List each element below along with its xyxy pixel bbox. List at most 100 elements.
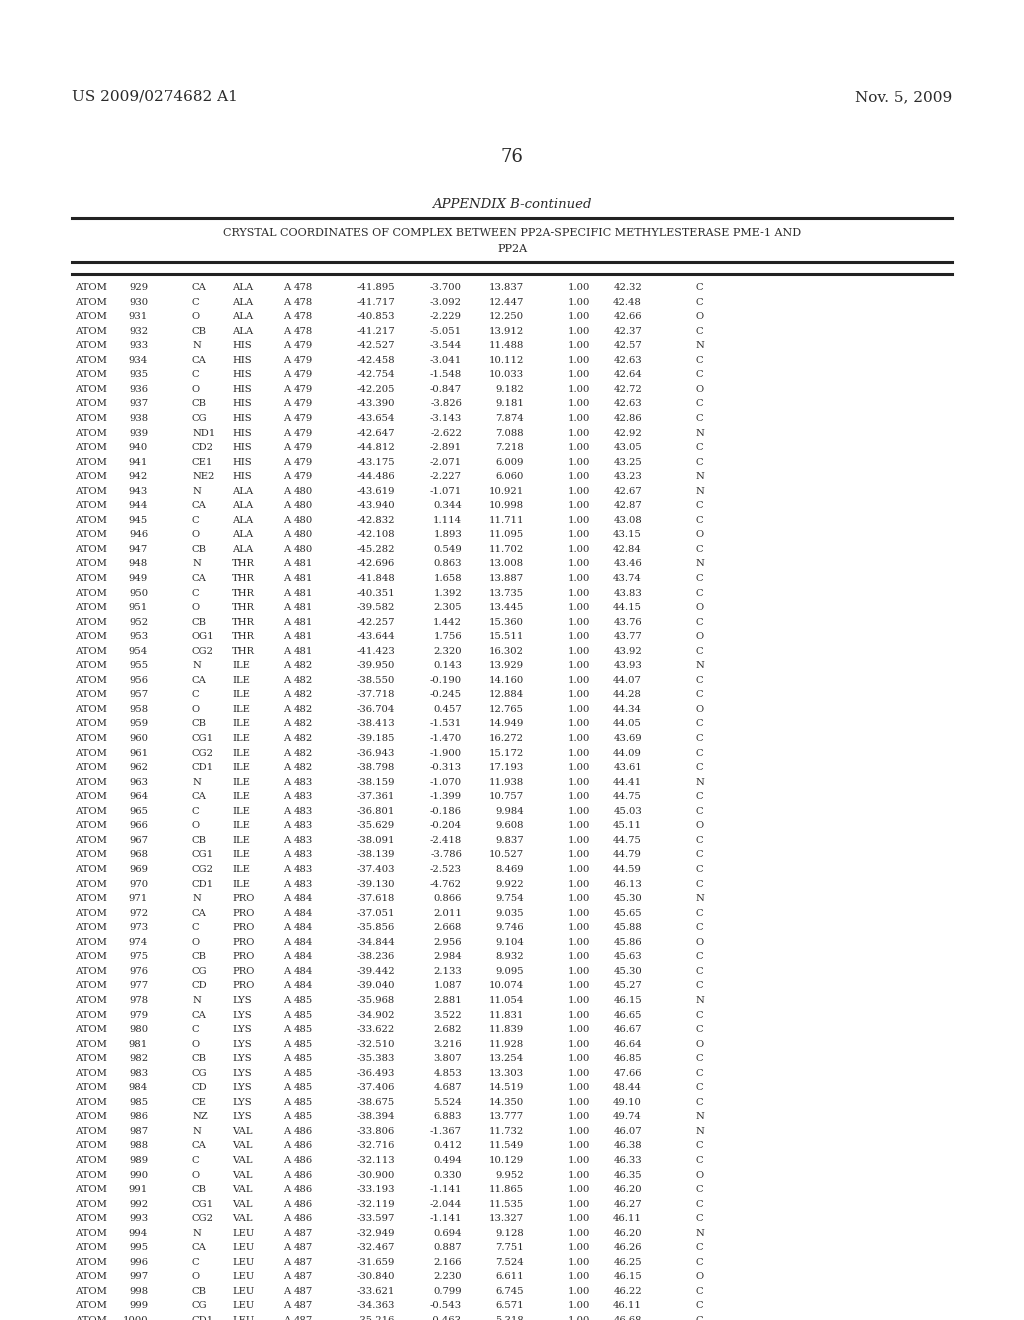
Text: CA: CA bbox=[193, 676, 207, 685]
Text: ILE: ILE bbox=[232, 748, 250, 758]
Text: C: C bbox=[695, 1069, 702, 1077]
Text: 11.535: 11.535 bbox=[488, 1200, 524, 1209]
Text: O: O bbox=[193, 603, 200, 612]
Text: 13.445: 13.445 bbox=[488, 603, 524, 612]
Text: 11.054: 11.054 bbox=[488, 997, 524, 1005]
Text: LEU: LEU bbox=[232, 1302, 254, 1311]
Text: 49.74: 49.74 bbox=[613, 1113, 642, 1122]
Text: 46.26: 46.26 bbox=[613, 1243, 642, 1253]
Text: 985: 985 bbox=[129, 1098, 148, 1106]
Text: 3.807: 3.807 bbox=[433, 1055, 462, 1063]
Text: 1.00: 1.00 bbox=[567, 385, 590, 393]
Text: -3.786: -3.786 bbox=[430, 850, 462, 859]
Text: -41.895: -41.895 bbox=[356, 282, 395, 292]
Text: N: N bbox=[695, 487, 703, 496]
Text: 46.85: 46.85 bbox=[613, 1055, 642, 1063]
Text: -43.644: -43.644 bbox=[356, 632, 395, 642]
Text: -36.801: -36.801 bbox=[356, 807, 395, 816]
Text: O: O bbox=[695, 1040, 703, 1048]
Text: -32.113: -32.113 bbox=[356, 1156, 395, 1166]
Text: CB: CB bbox=[193, 618, 207, 627]
Text: 13.912: 13.912 bbox=[488, 326, 524, 335]
Text: A: A bbox=[283, 473, 290, 482]
Text: 479: 479 bbox=[294, 444, 313, 451]
Text: A: A bbox=[283, 1055, 290, 1063]
Text: 1.00: 1.00 bbox=[567, 458, 590, 466]
Text: C: C bbox=[695, 545, 702, 554]
Text: -33.622: -33.622 bbox=[356, 1026, 395, 1034]
Text: 1.00: 1.00 bbox=[567, 1156, 590, 1166]
Text: 1.00: 1.00 bbox=[567, 574, 590, 583]
Text: 11.711: 11.711 bbox=[488, 516, 524, 525]
Text: 44.75: 44.75 bbox=[613, 836, 642, 845]
Text: A: A bbox=[283, 1127, 290, 1137]
Text: A: A bbox=[283, 516, 290, 525]
Text: 6.883: 6.883 bbox=[433, 1113, 462, 1122]
Text: 479: 479 bbox=[294, 414, 313, 422]
Text: A: A bbox=[283, 297, 290, 306]
Text: CRYSTAL COORDINATES OF COMPLEX BETWEEN PP2A-SPECIFIC METHYLESTERASE PME-1 AND: CRYSTAL COORDINATES OF COMPLEX BETWEEN P… bbox=[223, 228, 801, 238]
Text: 1.00: 1.00 bbox=[567, 748, 590, 758]
Text: 483: 483 bbox=[294, 777, 313, 787]
Text: 42.66: 42.66 bbox=[613, 312, 642, 321]
Text: -36.493: -36.493 bbox=[356, 1069, 395, 1077]
Text: 44.15: 44.15 bbox=[613, 603, 642, 612]
Text: 43.83: 43.83 bbox=[613, 589, 642, 598]
Text: -43.390: -43.390 bbox=[356, 400, 395, 408]
Text: ATOM: ATOM bbox=[75, 792, 106, 801]
Text: A: A bbox=[283, 341, 290, 350]
Text: -33.806: -33.806 bbox=[356, 1127, 395, 1137]
Text: ILE: ILE bbox=[232, 719, 250, 729]
Text: ATOM: ATOM bbox=[75, 1040, 106, 1048]
Text: 980: 980 bbox=[129, 1026, 148, 1034]
Text: 998: 998 bbox=[129, 1287, 148, 1296]
Text: CG: CG bbox=[193, 1302, 208, 1311]
Text: -37.403: -37.403 bbox=[356, 865, 395, 874]
Text: A: A bbox=[283, 1302, 290, 1311]
Text: LEU: LEU bbox=[232, 1243, 254, 1253]
Text: 478: 478 bbox=[294, 326, 313, 335]
Text: CA: CA bbox=[193, 1243, 207, 1253]
Text: C: C bbox=[193, 297, 200, 306]
Text: 46.68: 46.68 bbox=[613, 1316, 642, 1320]
Text: A: A bbox=[283, 676, 290, 685]
Text: 487: 487 bbox=[294, 1258, 313, 1267]
Text: VAL: VAL bbox=[232, 1214, 253, 1224]
Text: 984: 984 bbox=[129, 1084, 148, 1092]
Text: US 2009/0274682 A1: US 2009/0274682 A1 bbox=[72, 90, 238, 104]
Text: 1.00: 1.00 bbox=[567, 531, 590, 540]
Text: -40.351: -40.351 bbox=[356, 589, 395, 598]
Text: 478: 478 bbox=[294, 282, 313, 292]
Text: CA: CA bbox=[193, 1011, 207, 1019]
Text: N: N bbox=[695, 341, 703, 350]
Text: 481: 481 bbox=[294, 647, 313, 656]
Text: ALA: ALA bbox=[232, 282, 253, 292]
Text: 1.00: 1.00 bbox=[567, 487, 590, 496]
Text: HIS: HIS bbox=[232, 444, 252, 451]
Text: VAL: VAL bbox=[232, 1156, 253, 1166]
Text: -35.856: -35.856 bbox=[356, 923, 395, 932]
Text: ATOM: ATOM bbox=[75, 1084, 106, 1092]
Text: 940: 940 bbox=[129, 444, 148, 451]
Text: ATOM: ATOM bbox=[75, 1098, 106, 1106]
Text: A: A bbox=[283, 894, 290, 903]
Text: 46.13: 46.13 bbox=[613, 879, 642, 888]
Text: -3.700: -3.700 bbox=[430, 282, 462, 292]
Text: C: C bbox=[695, 850, 702, 859]
Text: 13.837: 13.837 bbox=[488, 282, 524, 292]
Text: CD1: CD1 bbox=[193, 1316, 214, 1320]
Text: O: O bbox=[695, 531, 703, 540]
Text: A: A bbox=[283, 545, 290, 554]
Text: -42.108: -42.108 bbox=[356, 531, 395, 540]
Text: 45.63: 45.63 bbox=[613, 952, 642, 961]
Text: 1.00: 1.00 bbox=[567, 690, 590, 700]
Text: PRO: PRO bbox=[232, 952, 254, 961]
Text: 9.181: 9.181 bbox=[496, 400, 524, 408]
Text: APPENDIX B-continued: APPENDIX B-continued bbox=[432, 198, 592, 211]
Text: 484: 484 bbox=[294, 952, 313, 961]
Text: 43.05: 43.05 bbox=[613, 444, 642, 451]
Text: ATOM: ATOM bbox=[75, 487, 106, 496]
Text: 1.00: 1.00 bbox=[567, 1200, 590, 1209]
Text: 46.64: 46.64 bbox=[613, 1040, 642, 1048]
Text: -3.092: -3.092 bbox=[430, 297, 462, 306]
